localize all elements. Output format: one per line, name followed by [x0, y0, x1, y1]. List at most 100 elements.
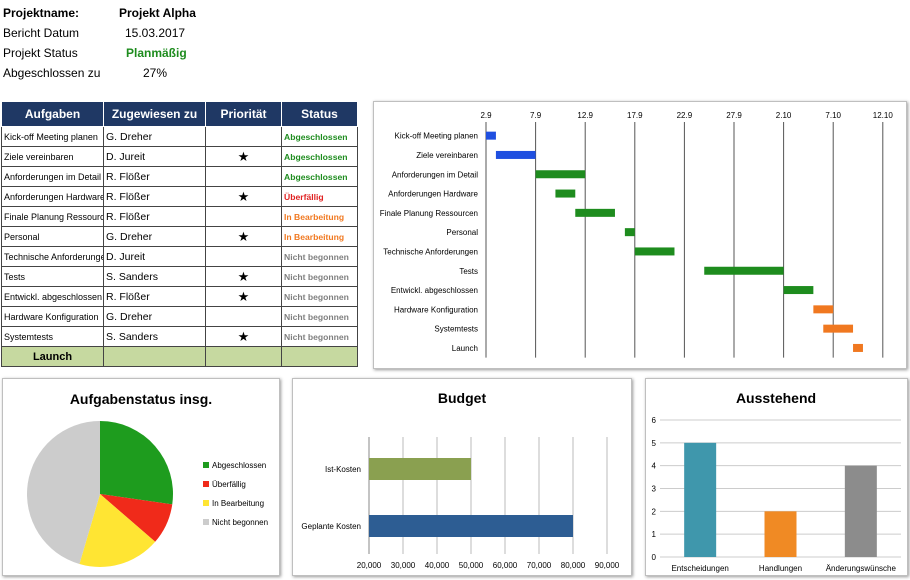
- legend-label: Überfällig: [212, 480, 246, 489]
- gantt-bar: [783, 286, 814, 295]
- status-cell: In Bearbeitung: [281, 226, 358, 247]
- status-cell: Abgeschlossen: [281, 166, 358, 187]
- gantt-task-label: Ziele vereinbaren: [416, 151, 478, 160]
- gantt-bar: [535, 170, 586, 179]
- gantt-bar: [813, 305, 834, 314]
- task-cell: Tests: [1, 266, 104, 287]
- assignee-cell: R. Flößer: [103, 206, 206, 227]
- budget-tick-label: 80,000: [561, 561, 586, 570]
- table-row: Anforderungen im Detail R. Flößer Abgeschl…: [1, 166, 358, 187]
- assignee-cell: R. Flößer: [103, 186, 206, 207]
- assignee-cell: S. Sanders: [103, 266, 206, 287]
- budget-chart: Budget 20,000 30,000 40,000 50,000 60,000 70,0…: [301, 390, 620, 570]
- assignee-cell: G. Dreher: [103, 306, 206, 327]
- table-row: Tests S. Sanders ★ Nicht begonnen: [1, 266, 358, 287]
- pie-slice: [79, 494, 156, 567]
- priority-cell: [205, 206, 282, 227]
- completed-label: Abgeschlossen zu: [3, 66, 101, 80]
- gantt-tick-label: 7.9: [530, 111, 542, 120]
- gantt-task-label: Anforderungen Hardware: [388, 190, 478, 199]
- budget-tick-label: 40,000: [425, 561, 450, 570]
- status-cell: In Bearbeitung: [281, 206, 358, 227]
- budget-tick-label: 90,000: [595, 561, 620, 570]
- gantt-task-label: Tests: [459, 267, 478, 276]
- table-row: Technische Anforderungen D. Jureit Nicht b…: [1, 246, 358, 267]
- launch-label: Launch: [1, 346, 104, 367]
- pie-slice: [100, 494, 173, 542]
- gantt-task-label: Hardware Konfiguration: [394, 305, 478, 314]
- assignee-cell: G. Dreher: [103, 226, 206, 247]
- gantt-tick-label: 12.9: [577, 111, 593, 120]
- status-pie-chart: Aufgabenstatus insg. Abgeschlossen Überfäl…: [27, 391, 268, 567]
- task-cell: Kick-off Meeting planen: [1, 126, 104, 147]
- gantt-bar: [624, 228, 635, 237]
- pending-bar: [684, 442, 717, 557]
- launch-cell: [205, 346, 282, 367]
- pending-tick-label: 5: [652, 439, 657, 448]
- gantt-task-label: Systemtests: [434, 325, 478, 334]
- gantt-task-label: Entwickl. abgeschlossen: [391, 286, 478, 295]
- gantt-tick-label: 7.10: [825, 111, 841, 120]
- pending-category-label: Handlungen: [759, 564, 802, 573]
- pending-category-label: Entscheidungen: [671, 564, 728, 573]
- project-name-value: Projekt Alpha: [119, 6, 196, 20]
- priority-cell: ★: [205, 286, 282, 307]
- gantt-bar: [853, 343, 863, 352]
- legend-swatch: [203, 500, 209, 506]
- assignee-cell: R. Flößer: [103, 286, 206, 307]
- legend-label: Abgeschlossen: [212, 461, 266, 470]
- task-cell: Technische Anforderungen: [1, 246, 104, 267]
- legend-swatch: [203, 481, 209, 487]
- task-cell: Systemtests: [1, 326, 104, 347]
- status-cell: Überfällig: [281, 186, 358, 207]
- budget-tick-label: 60,000: [493, 561, 518, 570]
- pie-slice: [27, 421, 101, 565]
- pending-title: Ausstehend: [736, 390, 816, 406]
- task-cell: Hardware Konfiguration: [1, 306, 104, 327]
- project-status-label: Projekt Status: [3, 46, 78, 60]
- assignee-cell: G. Dreher: [103, 126, 206, 147]
- table-row: Personal G. Dreher ★ In Bearbeitung: [1, 226, 358, 247]
- table-row: Kick-off Meeting planen G. Dreher Abgeschl…: [1, 126, 358, 147]
- budget-bar: [369, 458, 471, 480]
- assignee-cell: R. Flößer: [103, 166, 206, 187]
- budget-tick-label: 30,000: [391, 561, 416, 570]
- gantt-task-label: Launch: [452, 344, 478, 353]
- gantt-tick-label: 12.10: [873, 111, 894, 120]
- priority-cell: ★: [205, 146, 282, 167]
- task-cell: Anforderungen Hardware: [1, 186, 104, 207]
- priority-cell: ★: [205, 326, 282, 347]
- status-cell: Nicht begonnen: [281, 266, 358, 287]
- priority-cell: ★: [205, 226, 282, 247]
- task-cell: Anforderungen im Detail: [1, 166, 104, 187]
- gantt-task-label: Technische Anforderungen: [383, 247, 478, 256]
- pending-tick-label: 4: [652, 462, 657, 471]
- task-cell: Entwickl. abgeschlossen: [1, 286, 104, 307]
- project-status-value: Planmäßig: [126, 46, 187, 60]
- gantt-bar: [555, 189, 576, 198]
- budget-panel: Budget 20,000 30,000 40,000 50,000 60,000 70,0…: [292, 378, 632, 576]
- report-date-label: Bericht Datum: [3, 26, 80, 40]
- pending-tick-label: 1: [652, 530, 657, 539]
- pending-bar: [764, 511, 797, 557]
- pending-tick-label: 3: [652, 485, 657, 494]
- table-row: Ziele vereinbaren D. Jureit ★ Abgeschlossen: [1, 146, 358, 167]
- completed-value: 27%: [143, 66, 168, 80]
- priority-cell: ★: [205, 266, 282, 287]
- budget-category-label: Ist-Kosten: [325, 465, 361, 474]
- status-cell: Abgeschlossen: [281, 126, 358, 147]
- pie-title: Aufgabenstatus insg.: [70, 391, 212, 407]
- gantt-bar: [495, 150, 536, 159]
- gantt-panel: 2.9 7.9 12.9 17.9 22.9 27.9 2.10 7.10 12.10 Kick-…: [373, 101, 907, 369]
- pending-category-label: Änderungswünsche: [826, 564, 897, 573]
- task-cell: Finale Planung Ressourcen: [1, 206, 104, 227]
- priority-cell: [205, 126, 282, 147]
- pending-tick-label: 6: [652, 416, 657, 425]
- table-row: Systemtests S. Sanders ★ Nicht begonnen: [1, 326, 358, 347]
- table-row: Hardware Konfiguration G. Dreher Nicht beg…: [1, 306, 358, 327]
- gantt-bar: [634, 247, 675, 256]
- gantt-task-label: Anforderungen im Detail: [392, 170, 478, 179]
- priority-cell: [205, 166, 282, 187]
- launch-row: Launch: [1, 346, 358, 367]
- pending-tick-label: 0: [652, 553, 657, 562]
